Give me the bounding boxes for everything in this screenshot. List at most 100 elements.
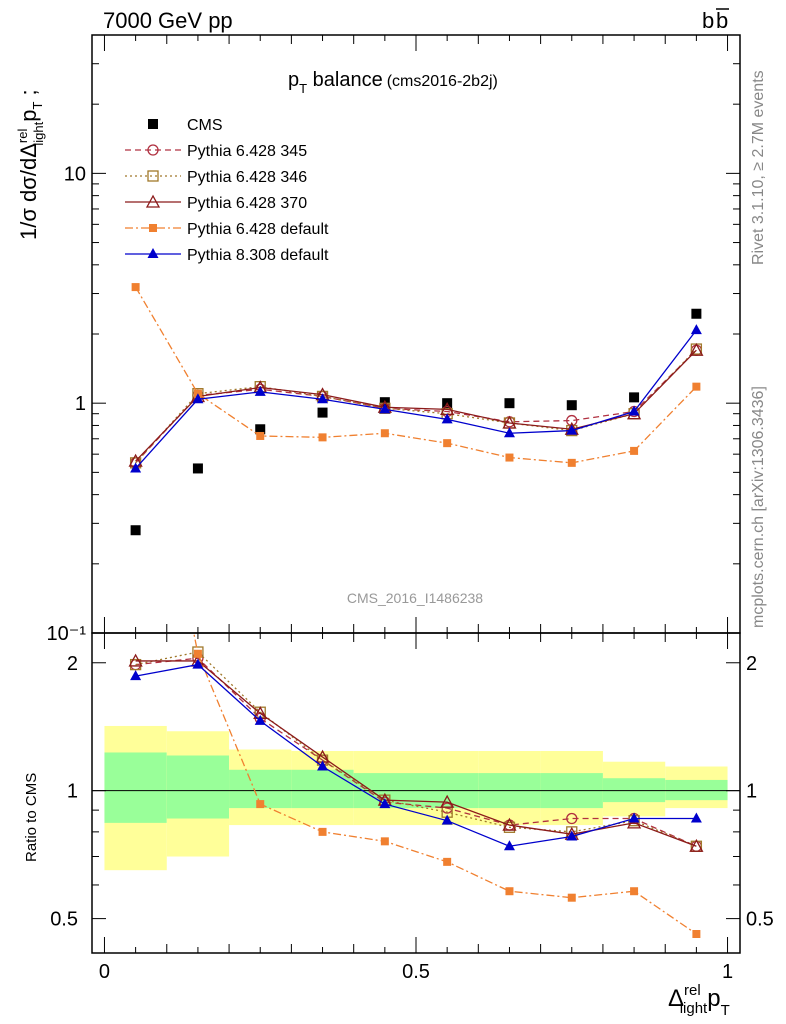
axis-ticks — [92, 34, 740, 953]
mcplots-label: mcplots.cern.ch [arXiv:1306.3436] — [750, 386, 767, 628]
ratio-series-4-line — [135, 663, 697, 847]
main-series-4-point-5 — [443, 439, 452, 448]
main-series-0-point-0 — [130, 525, 141, 536]
ratio-series-2-point-5 — [440, 794, 455, 808]
ratio-series-3-point-4 — [380, 837, 389, 846]
main-y-tick-label-0: 10⁻¹ — [47, 623, 87, 645]
green-band-0 — [104, 752, 167, 823]
ratio-series-3-point-7 — [567, 893, 576, 902]
main-series-0 — [130, 308, 702, 536]
ratio-series-4-point-0 — [130, 670, 142, 681]
x-tick-label-0: 0 — [99, 961, 110, 983]
legend-label-0: CMS — [187, 117, 223, 134]
main-series-5-point-8 — [628, 405, 640, 416]
energy-label: 7000 GeV pp — [103, 8, 233, 33]
main-series-1-line — [135, 349, 697, 464]
main-series-0-point-1 — [192, 463, 203, 474]
ratio-series-4-point-6 — [503, 840, 515, 851]
main-series-0-point-6 — [504, 398, 515, 409]
ratio-series-4-point-9 — [690, 812, 702, 823]
ratio-y-tick-label-left-0: 0.5 — [50, 909, 78, 931]
legend-marker-1 — [147, 144, 159, 156]
main-series-0-point-2 — [255, 424, 266, 435]
main-series-5-point-7 — [566, 424, 578, 435]
main-series-4-point-7 — [567, 458, 576, 467]
main-series-3-line — [135, 349, 697, 462]
analysis-id: CMS_2016_I1486238 — [347, 590, 483, 606]
legend-marker-3 — [145, 194, 161, 208]
main-series-5-point-9 — [690, 324, 702, 335]
ratio-y-tick-label-right-2: 2 — [746, 653, 757, 675]
tick-labels: 10⁻¹ 1 10 0.5 0.5 1 1 2 2 0 0.5 1 — [47, 163, 774, 983]
legend: CMS Pythia 6.428 345 Pythia 6.428 346 Pythi… — [125, 117, 329, 264]
ratio-uncertainty-bands — [104, 725, 728, 871]
rivet-label: Rivet 3.1.10, ≥ 2.7M events — [750, 70, 767, 265]
ratio-series-group — [128, 338, 704, 939]
ratio-series-0-point-7 — [566, 812, 578, 825]
ratio-series-4-point-1 — [192, 658, 204, 669]
main-series-5-point-0 — [130, 462, 142, 473]
main-series-4-line — [135, 286, 697, 464]
x-tick-label-1: 0.5 — [402, 961, 430, 983]
main-series-4-point-9 — [692, 382, 701, 391]
ratio-series-3-point-8 — [630, 887, 639, 896]
legend-entry-0: CMS — [148, 117, 223, 134]
main-series-4-point-2 — [256, 431, 265, 440]
ratio-y-tick-label-right-1: 1 — [746, 781, 757, 803]
legend-label-4: Pythia 6.428 default — [187, 221, 329, 238]
ratio-series-2-point-6 — [502, 817, 517, 831]
main-series-5-point-5 — [441, 413, 453, 424]
ratio-y-axis-label: Ratio to CMS — [23, 773, 40, 862]
ratio-series-3-point-6 — [505, 887, 514, 896]
main-series-group — [128, 283, 704, 536]
legend-entry-5: Pythia 8.308 default — [125, 247, 329, 264]
ratio-series-2-point-9 — [689, 838, 704, 852]
ratio-y-tick-label-left-1: 1 — [67, 781, 78, 803]
main-series-4-point-4 — [380, 429, 389, 438]
green-band-9 — [665, 779, 728, 801]
main-y-axis-label: 1/σ dσ/dΔrellightpT ; — [15, 89, 46, 240]
main-series-0-point-9 — [691, 308, 702, 319]
main-series-4-point-0 — [131, 283, 140, 292]
main-series-0-point-3 — [317, 407, 328, 418]
ratio-series-3-line — [193, 633, 697, 935]
legend-label-1: Pythia 6.428 345 — [187, 143, 307, 160]
green-band-3 — [291, 769, 354, 809]
main-series-3-point-9 — [689, 342, 704, 356]
main-series-5-line — [135, 329, 697, 469]
green-band-1 — [166, 755, 230, 819]
ratio-series-2-point-0 — [128, 653, 143, 667]
ratio-series-3-point-9 — [692, 930, 701, 939]
ratio-series-4-point-8 — [628, 812, 640, 823]
plot-title: pT balance (cms2016-2b2j) — [288, 69, 498, 96]
x-axis-label: Δrel lightpT — [668, 982, 730, 1019]
main-series-5-point-4 — [379, 403, 391, 414]
ratio-series-3-point-0 — [132, 338, 140, 346]
main-series-5-point-3 — [317, 393, 329, 404]
process-b: b — [702, 8, 714, 33]
ratio-series-4-point-5 — [441, 814, 453, 825]
x-tick-label-2: 1 — [722, 961, 733, 983]
ratio-series-3-point-2 — [256, 800, 265, 809]
legend-entry-3: Pythia 6.428 370 — [125, 194, 307, 212]
ratio-series-4-point-7 — [566, 830, 578, 841]
main-series-5-point-1 — [192, 393, 204, 404]
legend-entry-2: Pythia 6.428 346 — [125, 169, 307, 186]
main-series-0-point-8 — [629, 392, 640, 403]
ratio-y-tick-label-right-0: 0.5 — [746, 909, 774, 931]
main-series-2-line — [135, 348, 697, 464]
ratio-y-tick-label-left-2: 2 — [67, 653, 78, 675]
main-series-0-point-7 — [566, 400, 577, 411]
ratio-series-3 — [132, 338, 701, 939]
legend-label-3: Pythia 6.428 370 — [187, 195, 307, 212]
main-series-4-point-3 — [318, 433, 327, 442]
ratio-series-0-line — [135, 657, 697, 847]
ratio-series-3-point-3 — [318, 827, 327, 836]
main-series-4-point-8 — [630, 446, 639, 455]
main-series-5 — [130, 324, 702, 473]
legend-marker-2 — [147, 170, 159, 182]
ratio-series-3-point-5 — [443, 857, 452, 866]
legend-entry-4: Pythia 6.428 default — [125, 221, 329, 238]
ratio-series-4-point-3 — [317, 760, 329, 771]
